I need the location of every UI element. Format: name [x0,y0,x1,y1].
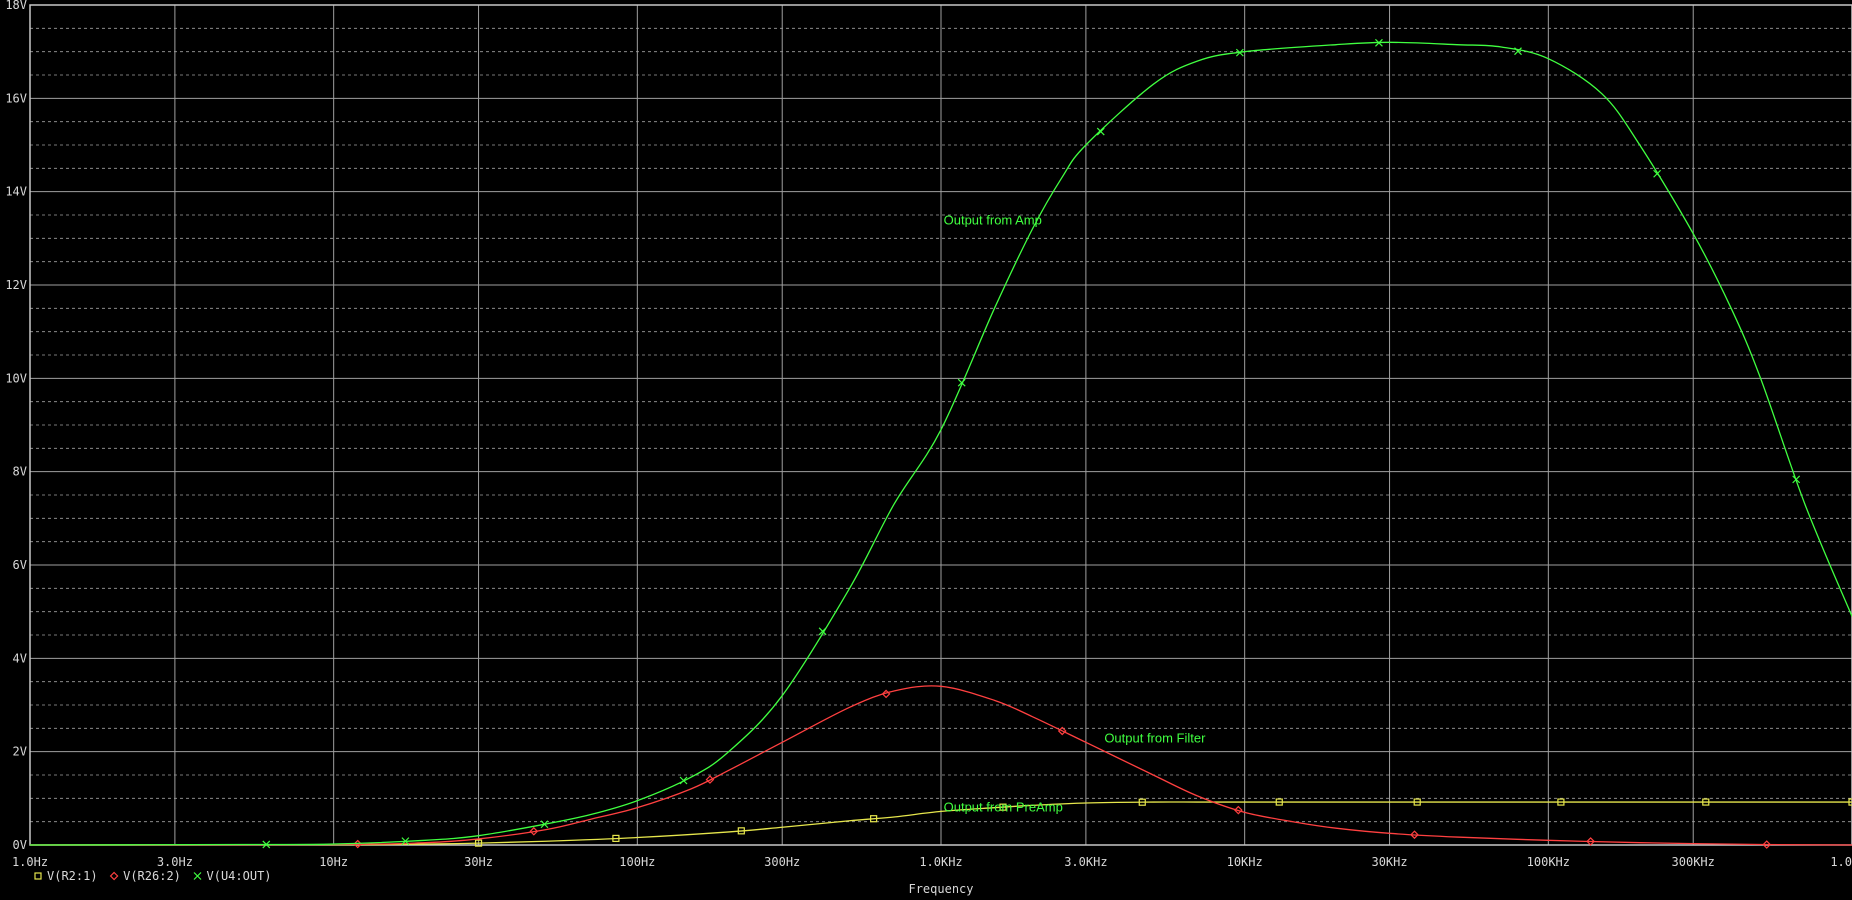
legend-entry: V(R2:1) [47,869,98,883]
x-tick-label: 3.0KHz [1064,855,1107,869]
data-point-x [1653,169,1662,178]
y-tick-label: 18V [5,0,27,12]
data-point-square [1848,798,1852,806]
x-axis-label: Frequency [908,882,973,896]
x-tick-label: 30KHz [1371,855,1407,869]
data-point-x [1514,47,1522,56]
x-tick-label: 30Hz [464,855,493,869]
data-point-diamond [1762,840,1772,849]
series-line [29,685,1852,846]
data-point-square [1275,798,1283,806]
x-tick-labels: 1.0Hz 3.0Hz 10Hz 30Hz 100Hz 300Hz 1.0KHz 3.0KHz… [12,855,1852,869]
y-tick-label: 12V [5,278,27,292]
data-point-diamond [1410,830,1419,840]
data-point-x [957,378,966,387]
plot-grid [30,5,1852,845]
data-point-square [1702,798,1710,806]
x-tick-label: 1.0KHz [919,855,962,869]
data-point-diamond [1057,726,1067,736]
x-tick-label: 100KHz [1527,855,1570,869]
data-point-square [870,815,878,823]
data-point-square [999,803,1007,811]
data-point-square [1138,798,1146,806]
annotations: Output from Amp Output from Filter Output … [944,212,1207,814]
annotation-label: Output from PreAmp [944,799,1063,814]
data-point-x [401,837,410,846]
y-tick-labels: 0V 2V 4V 6V 8V 10V 12V 14V 16V 18V [5,0,27,852]
y-tick-label: 0V [13,838,27,852]
x-tick-label: 100Hz [619,855,655,869]
data-point-diamond [529,826,539,836]
data-point-square [1413,798,1421,806]
y-tick-label: 14V [5,185,27,199]
data-point-x [818,627,827,636]
series-v-u4-out- [29,38,1852,849]
y-tick-label: 8V [13,465,27,479]
data-point-x [679,776,688,785]
data-point-x [193,872,202,880]
data-point-square [34,872,42,880]
data-point-x [540,820,549,829]
x-tick-label: 3.0Hz [157,855,193,869]
series-line [29,801,1852,846]
x-tick-label: 10KHz [1227,855,1263,869]
data-point-square [474,839,483,847]
data-point-x [1375,38,1383,47]
data-point-x [1235,48,1244,57]
data-point-diamond [1586,837,1595,846]
data-point-x [262,840,271,849]
series-group [29,38,1852,849]
plot-frame [29,4,1852,846]
data-point-diamond [881,689,891,699]
y-tick-label: 6V [13,558,27,572]
legend-entry: V(R26:2) [123,869,181,883]
data-point-square [737,827,745,835]
data-point-square [612,834,620,843]
x-tick-label: 10Hz [319,855,348,869]
series-line [29,41,1852,846]
x-tick-label: 1.0Hz [12,855,48,869]
annotation-label: Output from Filter [1104,730,1206,745]
annotation-label: Output from Amp [944,212,1042,227]
legend-entry: V(U4:OUT) [207,869,272,883]
series-v-r2-1- [29,798,1852,847]
y-tick-label: 4V [13,651,27,665]
y-tick-label: 16V [5,91,27,105]
x-tick-label: 1.0MHz [1830,855,1852,869]
data-point-diamond [109,871,119,881]
data-point-diamond [705,775,715,784]
data-point-x [1792,475,1801,484]
x-tick-label: 300KHz [1672,855,1715,869]
legend: V(R2:1) V(R26:2) V(U4:OUT) [34,869,272,883]
x-tick-label: 300Hz [764,855,800,869]
data-point-square [1557,798,1565,806]
data-point-x [1096,127,1105,136]
data-point-diamond [1233,805,1243,815]
y-tick-label: 2V [13,745,27,759]
y-tick-label: 10V [5,371,27,385]
